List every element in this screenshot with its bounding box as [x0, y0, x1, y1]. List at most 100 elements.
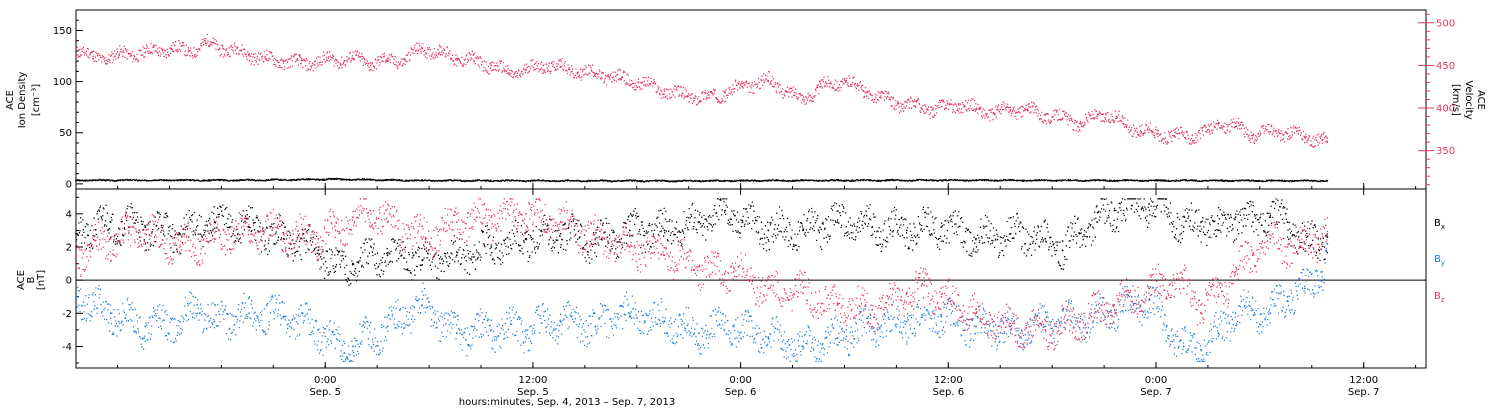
field-point-bx: [628, 229, 631, 232]
field-point-by: [1286, 295, 1289, 298]
density-axis-label-line2: Ion Density: [17, 72, 28, 129]
density-point: [594, 179, 597, 182]
density-point: [1113, 179, 1116, 182]
field-tick-label: 0: [66, 276, 72, 287]
field-point-bx: [334, 265, 337, 268]
field-point-bx: [663, 229, 666, 232]
field-point-by: [421, 304, 424, 306]
field-point-by: [75, 295, 77, 298]
velocity-point: [1326, 141, 1329, 144]
field-point-by: [352, 345, 354, 348]
time-axis-title: hours:minutes, Sep. 4, 2013 – Sep. 7, 20…: [459, 397, 675, 408]
velocity-point: [1208, 130, 1211, 133]
field-point-bz: [1044, 328, 1047, 331]
field-point-by: [940, 315, 943, 318]
field-point-bx: [282, 237, 285, 240]
field-point-bx: [1096, 221, 1099, 224]
velocity-point: [1104, 113, 1107, 115]
velocity-point: [386, 60, 389, 63]
velocity-tick-label: 400: [1436, 104, 1455, 115]
field-point-by: [559, 320, 562, 323]
field-point-bz: [1113, 304, 1116, 306]
field-point-by: [343, 352, 346, 354]
density-velocity-series: [75, 33, 1329, 183]
velocity-point: [1078, 122, 1081, 125]
velocity-point: [594, 73, 597, 75]
field-point-bz: [559, 221, 562, 224]
field-point-bz: [594, 237, 597, 240]
field-point-bx: [1200, 221, 1202, 224]
density-point: [248, 179, 250, 182]
field-point-bz: [750, 279, 752, 282]
velocity-point: [975, 108, 977, 111]
field-point-by: [1148, 299, 1150, 301]
field-point-by: [1303, 287, 1306, 290]
velocity-point: [144, 51, 147, 54]
velocity-point: [248, 53, 250, 56]
velocity-point: [637, 81, 640, 84]
field-point-bz: [1252, 254, 1254, 257]
density-axis-ticks: 0 50 100 150: [53, 19, 83, 190]
field-point-bx: [1044, 237, 1047, 240]
bottom-panel-frame: [75, 188, 1427, 369]
velocity-point: [352, 57, 354, 60]
velocity-point: [326, 59, 328, 62]
field-point-bx: [352, 262, 354, 265]
field-point-by: [1269, 312, 1272, 315]
velocity-point: [187, 50, 190, 53]
field-point-bz: [975, 312, 977, 315]
field-point-bx: [178, 232, 181, 235]
density-tick-label: 150: [53, 26, 72, 37]
velocity-point: [845, 79, 848, 82]
density-tick-label: 100: [53, 77, 72, 88]
velocity-point: [559, 66, 562, 69]
field-point-by: [1182, 345, 1185, 348]
date-tick-label: Sep. 6: [725, 387, 757, 398]
field-point-bx: [836, 221, 839, 224]
field-point-by: [1217, 332, 1220, 335]
velocity-point: [118, 54, 121, 57]
velocity-point: [170, 47, 173, 50]
field-point-bz: [1217, 295, 1220, 298]
field-point-bz: [628, 246, 631, 248]
date-tick-label: Sep. 7: [1140, 387, 1172, 398]
density-point: [940, 179, 943, 182]
field-point-bz: [352, 216, 354, 219]
field-point-by: [1252, 309, 1254, 311]
velocity-point: [724, 91, 726, 94]
field-point-by: [905, 320, 908, 323]
velocity-axis-ticks: 350 400 450 500: [1418, 13, 1455, 186]
field-point-by: [732, 325, 735, 328]
field-point-bz: [386, 221, 389, 224]
field-point-by: [594, 325, 597, 328]
density-point: [1326, 179, 1329, 182]
field-point-bz: [1009, 325, 1012, 328]
field-point-bx: [455, 254, 458, 257]
field-point-by: [1234, 312, 1237, 315]
field-point-bz: [1078, 320, 1081, 323]
time-tick-label: 0:00: [1145, 375, 1167, 386]
velocity-point: [1269, 130, 1272, 133]
field-point-bx: [75, 232, 77, 235]
field-point-bz: [767, 287, 770, 290]
field-point-bz: [940, 295, 943, 298]
velocity-point: [931, 108, 934, 111]
density-tick-label: 0: [66, 179, 72, 190]
field-point-bx: [594, 242, 597, 245]
field-point-by: [282, 315, 285, 318]
velocity-point: [1122, 122, 1125, 125]
field-point-bz: [75, 254, 77, 257]
velocity-point: [1156, 132, 1159, 135]
velocity-tick-label: 350: [1436, 146, 1455, 157]
field-axis-label: ACE B [nT]: [16, 270, 47, 290]
legend-bz: Bz: [1434, 291, 1445, 304]
field-point-by: [1321, 270, 1324, 273]
field-point-bz: [871, 309, 874, 311]
field-point-bx: [698, 221, 700, 224]
date-tick-label: Sep. 5: [309, 387, 341, 398]
date-tick-label: Sep. 7: [1348, 387, 1380, 398]
velocity-point: [577, 71, 579, 74]
density-point: [421, 179, 424, 182]
